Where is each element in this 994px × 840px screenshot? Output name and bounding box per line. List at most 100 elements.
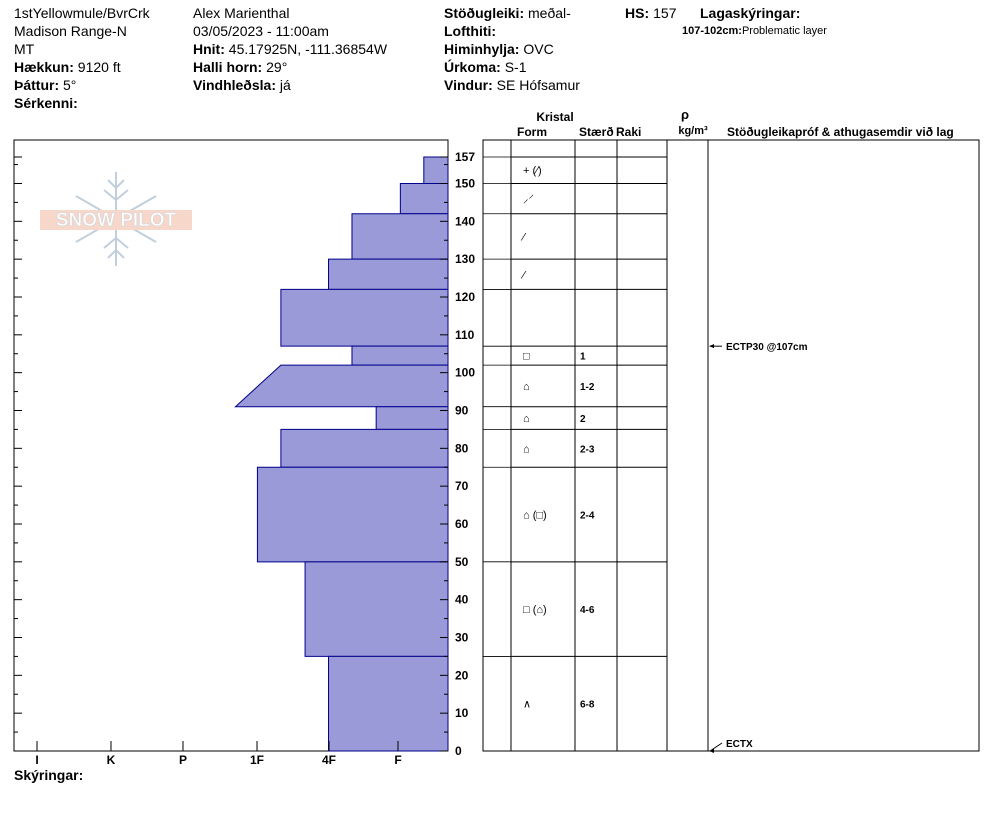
layer-note-1: 107-102cm:Problematic layer	[682, 22, 827, 40]
hardness-tick-label: K	[107, 753, 116, 767]
coordinates: Hnit: 45.17925N, -111.36854W	[193, 40, 387, 58]
slope-value: 29°	[266, 59, 288, 75]
logo-banner	[40, 210, 192, 230]
depth-tick-label: 20	[455, 668, 469, 682]
crystal-size: 2-3	[580, 444, 595, 455]
crystal-form: ⸝⸍	[523, 194, 534, 206]
crystal-form: ⌂	[523, 381, 530, 393]
elevation: Hækkun: 9120 ft	[14, 58, 121, 76]
hardness-bar	[280, 288, 449, 347]
stability-tests: ECTP30 @107cm ECTX	[709, 342, 808, 753]
crystal-rows: + (⁄) ⸝⸍ ⁄ ⁄ □ 1 ⌂ 1-2 ⌂ 2 ⌂ 2-3 ⌂ (□) 2-4 □ (⌂) 4-6 ∧ 6-…	[520, 165, 595, 710]
depth-tick-label: 157	[455, 150, 475, 164]
hardness-tick-label: P	[179, 753, 187, 767]
wind-value: SE Hófsamur	[496, 77, 580, 93]
form-header: Form	[517, 125, 547, 139]
wind-loading: Vindhleðsla: já	[193, 76, 291, 94]
wind: Vindur: SE Hófsamur	[444, 76, 580, 94]
sky-label: Himinhylja:	[444, 41, 520, 57]
depth-tick-label: 130	[455, 252, 475, 266]
hardness-bar	[328, 258, 449, 290]
hardness-bars	[234, 156, 449, 752]
crystal-header: Kristal	[536, 110, 573, 124]
crystal-size: 6-8	[580, 700, 595, 711]
aspect: Þáttur: 5°	[14, 76, 76, 94]
precip-label: Úrkoma:	[444, 59, 501, 75]
hardness-bar	[256, 466, 449, 563]
observer: Alex Marienthal	[193, 5, 290, 21]
layer-note-range: 107-102cm:	[682, 25, 742, 37]
crystal-size: 1	[580, 352, 586, 363]
aspect-label: Þáttur:	[14, 77, 60, 93]
stability-label: Stöðugleiki:	[444, 5, 525, 21]
sky-value: OVC	[523, 41, 554, 57]
layer-notes: Lagaskýringar:	[700, 4, 800, 22]
hardness-tick-label: 4F	[322, 753, 336, 767]
hardness-bar	[399, 182, 449, 215]
moisture-header: Raki	[616, 125, 641, 139]
layer-lines	[483, 156, 667, 752]
slope-angle: Halli horn: 29°	[193, 58, 287, 76]
crystal-size: 4-6	[580, 605, 595, 616]
logo-text: SNOW PILOT	[56, 210, 177, 231]
crystal-size: 1-2	[580, 382, 595, 393]
state: MT	[14, 41, 35, 57]
slope-label: Halli horn:	[193, 59, 263, 75]
mountain-range: Madison Range-N	[14, 23, 127, 39]
crystal-form: ⌂	[523, 413, 530, 425]
crystal-form: ⁄	[520, 231, 527, 243]
depth-tick-label: 50	[455, 555, 469, 569]
features: Sérkenni:	[14, 94, 78, 112]
elevation-value: 9120 ft	[77, 59, 121, 75]
hardness-bar	[351, 213, 449, 260]
depth-tick-label: 150	[455, 176, 475, 190]
depth-tick-label: 100	[455, 366, 475, 380]
stability-value: meðal-	[528, 5, 571, 21]
crystal-form: ∧	[523, 699, 531, 711]
depth-tick-label: 120	[455, 290, 475, 304]
aspect-value: 5°	[63, 77, 77, 93]
depth-tick-label: 10	[455, 706, 469, 720]
depth-tick-label: 40	[455, 593, 469, 607]
depth-tick-label: 90	[455, 403, 469, 417]
hardness-bar	[328, 655, 449, 752]
footer-notes-label: Skýringar:	[14, 767, 84, 783]
hardness-bar	[423, 156, 449, 184]
hardness-tick-label: I	[35, 753, 38, 767]
test-arrowhead	[709, 749, 714, 753]
coords-label: Hnit:	[193, 41, 225, 57]
coords-value: 45.17925N, -111.36854W	[228, 41, 388, 57]
tests-header: Stöðugleikapróf & athugasemdir við lag	[727, 125, 954, 139]
precipitation: Úrkoma: S-1	[444, 58, 526, 76]
crystal-form: □	[523, 351, 530, 363]
hardness-tick-label: F	[394, 753, 401, 767]
wind-label: Vindur:	[444, 77, 493, 93]
layer-notes-label: Lagaskýringar:	[700, 5, 801, 21]
depth-tick-label: 0	[455, 744, 462, 758]
depth-tick-label: 70	[455, 479, 469, 493]
test-arrowhead	[709, 344, 714, 349]
wind-loading-label: Vindhleðsla:	[193, 77, 276, 93]
hs-value: 157	[653, 5, 677, 21]
crystal-form: □ (⌂)	[523, 604, 547, 616]
location-name: 1stYellowmule/BvrCrk	[14, 5, 150, 21]
hardness-bar	[280, 428, 449, 468]
crystal-form: ⌂ (□)	[523, 510, 547, 522]
hardness-bar	[375, 406, 449, 430]
hs-label: HS:	[625, 5, 650, 21]
test-pointer	[709, 742, 723, 752]
snowpilot-logo: SNOW PILOT	[40, 172, 192, 266]
stability: Stöðugleiki: meðal-	[444, 4, 571, 22]
depth-tick-label: 110	[455, 328, 475, 342]
profile-table-frame	[482, 139, 980, 752]
depth-axis: 0 10 20 30 40 50 60 70 80 90 100 110 120 130 140 150 157	[14, 150, 475, 758]
rho-header: ρ	[681, 107, 689, 122]
sky-cover: Himinhylja: OVC	[444, 40, 554, 58]
crystal-size: 2	[580, 414, 586, 425]
features-label: Sérkenni:	[14, 95, 78, 111]
crystal-form: ⁄	[520, 269, 527, 281]
size-header: Stærð	[579, 125, 614, 139]
wind-loading-value: já	[279, 77, 291, 93]
hardness-bar	[304, 561, 449, 657]
